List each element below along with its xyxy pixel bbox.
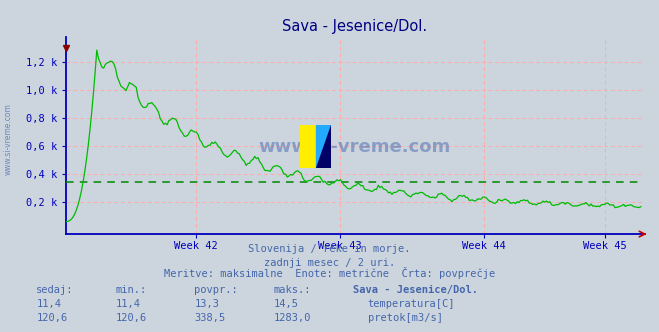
Polygon shape <box>316 124 331 168</box>
Text: povpr.:: povpr.: <box>194 285 238 295</box>
Text: temperatura[C]: temperatura[C] <box>368 299 455 309</box>
Text: www.si-vreme.com: www.si-vreme.com <box>258 138 450 156</box>
Text: 11,4: 11,4 <box>115 299 140 309</box>
Text: 120,6: 120,6 <box>115 313 146 323</box>
Text: 120,6: 120,6 <box>36 313 67 323</box>
Text: Meritve: maksimalne  Enote: metrične  Črta: povprečje: Meritve: maksimalne Enote: metrične Črta… <box>164 267 495 279</box>
Text: Sava - Jesenice/Dol.: Sava - Jesenice/Dol. <box>353 285 478 295</box>
Text: 11,4: 11,4 <box>36 299 61 309</box>
Text: 14,5: 14,5 <box>273 299 299 309</box>
Text: 338,5: 338,5 <box>194 313 225 323</box>
Bar <box>300 124 316 168</box>
Text: sedaj:: sedaj: <box>36 285 74 295</box>
Text: zadnji mesec / 2 uri.: zadnji mesec / 2 uri. <box>264 258 395 268</box>
Text: 1283,0: 1283,0 <box>273 313 311 323</box>
Text: www.si-vreme.com: www.si-vreme.com <box>4 104 13 175</box>
Text: pretok[m3/s]: pretok[m3/s] <box>368 313 443 323</box>
Text: min.:: min.: <box>115 285 146 295</box>
Text: 13,3: 13,3 <box>194 299 219 309</box>
Bar <box>316 124 331 168</box>
Text: maks.:: maks.: <box>273 285 311 295</box>
Title: Sava - Jesenice/Dol.: Sava - Jesenice/Dol. <box>281 19 427 34</box>
Text: Slovenija / reke in morje.: Slovenija / reke in morje. <box>248 244 411 254</box>
